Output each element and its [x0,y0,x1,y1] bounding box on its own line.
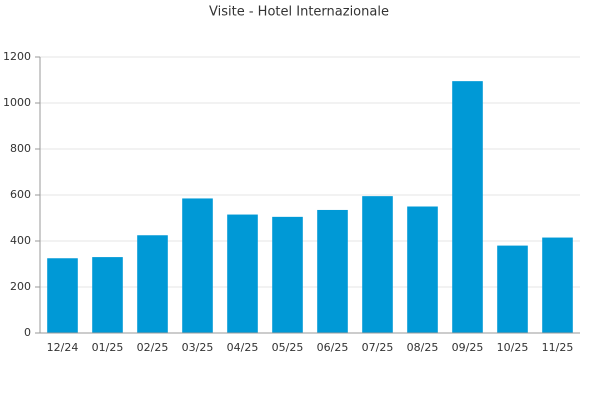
bar [92,257,123,333]
y-tick-label: 0 [24,326,31,339]
chart-title: Visite - Hotel Internazionale [209,5,389,20]
x-tick-label: 04/25 [227,341,259,354]
bar [362,196,393,333]
y-tick-label: 800 [10,142,31,155]
y-tick-label: 600 [10,188,31,201]
x-tick-label: 11/25 [542,341,574,354]
bar [272,216,303,333]
y-tick-label: 1200 [3,50,31,63]
y-tick-label: 1000 [3,96,31,109]
bar [227,214,258,333]
bar [407,206,438,333]
x-tick-label: 03/25 [182,341,214,354]
bar [182,198,213,333]
x-tick-label: 12/24 [47,341,79,354]
x-tick-label: 10/25 [497,341,529,354]
y-tick-label: 400 [10,234,31,247]
x-tick-label: 07/25 [362,341,394,354]
x-tick-label: 08/25 [407,341,439,354]
y-tick-label: 200 [10,280,31,293]
x-tick-label: 09/25 [452,341,484,354]
bar [452,81,483,334]
bar [497,245,528,333]
bar [317,209,348,333]
bar [542,237,573,333]
bar [137,235,168,333]
x-tick-label: 02/25 [137,341,169,354]
x-tick-label: 06/25 [317,341,349,354]
x-tick-label: 01/25 [92,341,124,354]
x-tick-label: 05/25 [272,341,304,354]
bar [47,258,78,333]
